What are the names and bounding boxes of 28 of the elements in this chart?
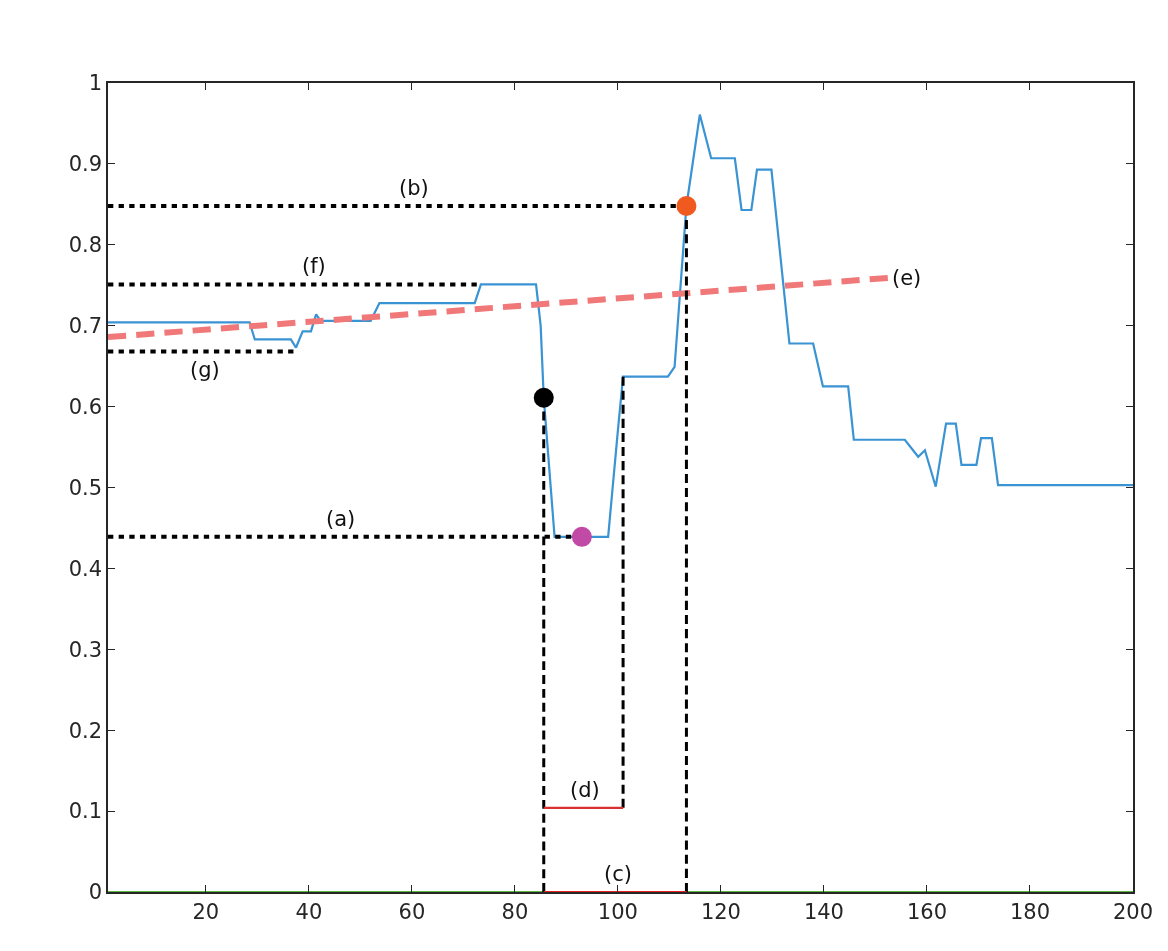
- annotation: (f): [302, 254, 326, 278]
- annotation: (e): [892, 266, 922, 290]
- y-tick-label: 0.2: [68, 718, 103, 743]
- x-tick-label: 180: [1009, 899, 1051, 924]
- y-tick-label: 0.9: [68, 152, 103, 177]
- y-tick-label: 0: [88, 880, 103, 905]
- y-tick-label: 0.5: [68, 475, 103, 500]
- y-tick-label: 0.6: [68, 394, 103, 419]
- annotation: (b): [399, 176, 429, 200]
- x-tick-label: 120: [700, 899, 741, 924]
- annotation: (g): [190, 358, 220, 382]
- y-tick-label: 1: [88, 71, 103, 96]
- x-tick-label: 100: [597, 899, 638, 924]
- x-tick-label: 80: [501, 899, 529, 924]
- annotation: (d): [570, 778, 600, 802]
- x-tick-label: 20: [192, 899, 220, 924]
- x-tick-label: 40: [295, 899, 323, 924]
- x-tick-label: 140: [803, 899, 844, 924]
- y-tick-label: 0.7: [68, 314, 103, 339]
- y-tick-label: 0.1: [68, 799, 103, 824]
- y-tick-label: 0.8: [68, 233, 103, 258]
- annotation: (c): [604, 862, 632, 886]
- x-tick-label: 200: [1112, 899, 1154, 924]
- x-tick-label: 60: [398, 899, 426, 924]
- annotation: (a): [326, 507, 356, 531]
- y-tick-label: 0.4: [68, 556, 103, 581]
- y-tick-label: 0.3: [68, 637, 103, 662]
- x-tick-label: 160: [906, 899, 948, 924]
